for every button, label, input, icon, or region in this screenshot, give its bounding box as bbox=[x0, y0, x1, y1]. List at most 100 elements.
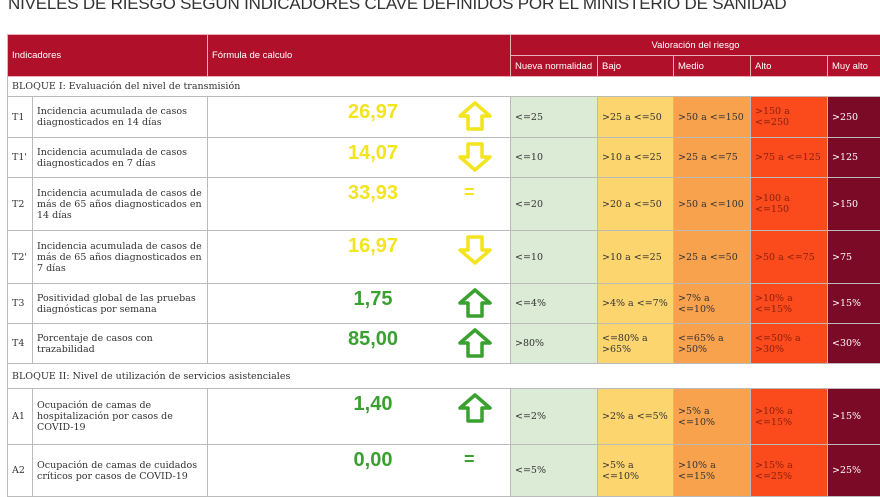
level-threshold: >20 a <=50 bbox=[598, 178, 674, 231]
level-threshold: <=4% bbox=[511, 284, 598, 324]
arrow-up-icon bbox=[458, 288, 492, 318]
level-threshold: >150 a <=250 bbox=[751, 97, 828, 138]
table-row: T3 Positividad global de las pruebas dia… bbox=[8, 284, 880, 324]
indicator-value: 1,75 bbox=[323, 288, 423, 311]
header-level: Nueva normalidad bbox=[511, 56, 598, 77]
level-threshold: <=80% a >65% bbox=[598, 324, 674, 364]
indicator-id: T2 bbox=[8, 178, 33, 231]
level-threshold: <=65% a >50% bbox=[674, 324, 751, 364]
level-threshold: >10% a <=15% bbox=[751, 284, 828, 324]
level-threshold: <=20 bbox=[511, 178, 598, 231]
level-threshold: <=10 bbox=[511, 231, 598, 284]
level-threshold: >10 a <=25 bbox=[598, 138, 674, 178]
level-threshold: <30% bbox=[828, 324, 880, 364]
level-threshold: >150 bbox=[828, 178, 880, 231]
header-indicadores: Indicadores bbox=[8, 35, 208, 77]
arrow-up-icon bbox=[458, 328, 492, 358]
level-threshold: <=5% bbox=[511, 445, 598, 497]
header-level: Muy alto bbox=[828, 56, 880, 77]
indicator-name: Porcentaje de casos con trazabilidad bbox=[33, 324, 208, 364]
table-row: T2' Incidencia acumulada de casos de más… bbox=[8, 231, 880, 284]
formula-cell: 26,97 bbox=[208, 97, 511, 138]
level-threshold: >10% a <=15% bbox=[674, 445, 751, 497]
indicator-value: 0,00 bbox=[323, 449, 423, 472]
formula-cell: 85,00 bbox=[208, 324, 511, 364]
block-title: BLOQUE I: Evaluación del nivel de transm… bbox=[8, 77, 880, 97]
level-threshold: >80% bbox=[511, 324, 598, 364]
block-title: BLOQUE II: Nivel de utilización de servi… bbox=[8, 364, 880, 389]
level-threshold: >2% a <=5% bbox=[598, 389, 674, 445]
arrow-up-icon bbox=[458, 101, 492, 131]
indicator-name: Incidencia acumulada de casos diagnostic… bbox=[33, 97, 208, 138]
level-threshold: >15% bbox=[828, 389, 880, 445]
level-threshold: <=2% bbox=[511, 389, 598, 445]
formula-cell: 14,07 bbox=[208, 138, 511, 178]
formula-cell: 0,00 = bbox=[208, 445, 511, 497]
header-formula: Fórmula de calculo bbox=[208, 35, 511, 77]
level-threshold: >10% a <=15% bbox=[751, 389, 828, 445]
formula-cell: 1,40 bbox=[208, 389, 511, 445]
level-threshold: <=50% a >30% bbox=[751, 324, 828, 364]
table-row: T1 Incidencia acumulada de casos diagnos… bbox=[8, 97, 880, 138]
table-row: A1 Ocupación de camas de hospitalización… bbox=[8, 389, 880, 445]
indicator-value: 33,93 bbox=[323, 182, 423, 205]
table-row: A2 Ocupación de camas de cuidados crític… bbox=[8, 445, 880, 497]
indicator-name: Ocupación de camas de cuidados críticos … bbox=[33, 445, 208, 497]
level-threshold: >5% a <=10% bbox=[598, 445, 674, 497]
level-threshold: <=25 bbox=[511, 97, 598, 138]
level-threshold: >25% bbox=[828, 445, 880, 497]
indicator-name: Incidencia acumulada de casos diagnostic… bbox=[33, 138, 208, 178]
indicator-id: T1 bbox=[8, 97, 33, 138]
table-row: T1' Incidencia acumulada de casos diagno… bbox=[8, 138, 880, 178]
arrow-up-icon bbox=[458, 393, 492, 423]
header-level: Medio bbox=[674, 56, 751, 77]
arrow-down-icon bbox=[458, 142, 492, 172]
level-threshold: >7% a <=10% bbox=[674, 284, 751, 324]
level-threshold: >75 bbox=[828, 231, 880, 284]
indicator-name: Ocupación de camas de hospitalización po… bbox=[33, 389, 208, 445]
formula-cell: 33,93 = bbox=[208, 178, 511, 231]
indicator-value: 26,97 bbox=[323, 101, 423, 124]
level-threshold: >25 a <=75 bbox=[674, 138, 751, 178]
arrow-down-icon bbox=[458, 235, 492, 265]
level-threshold: >75 a <=125 bbox=[751, 138, 828, 178]
level-threshold: >125 bbox=[828, 138, 880, 178]
table-row: T4 Porcentaje de casos con trazabilidad … bbox=[8, 324, 880, 364]
level-threshold: >15% bbox=[828, 284, 880, 324]
header-level: Bajo bbox=[598, 56, 674, 77]
risk-table: Indicadores Fórmula de calculo Valoració… bbox=[7, 34, 880, 497]
indicator-id: A2 bbox=[8, 445, 33, 497]
level-threshold: >100 a <=150 bbox=[751, 178, 828, 231]
formula-cell: 16,97 bbox=[208, 231, 511, 284]
level-threshold: >50 a <=100 bbox=[674, 178, 751, 231]
indicator-name: Incidencia acumulada de casos de más de … bbox=[33, 231, 208, 284]
equal-icon: = bbox=[464, 182, 475, 203]
formula-cell: 1,75 bbox=[208, 284, 511, 324]
level-threshold: >15% a <=25% bbox=[751, 445, 828, 497]
level-threshold: <=10 bbox=[511, 138, 598, 178]
level-threshold: >25 a <=50 bbox=[674, 231, 751, 284]
equal-icon: = bbox=[464, 449, 475, 470]
level-threshold: >250 bbox=[828, 97, 880, 138]
indicator-value: 14,07 bbox=[323, 142, 423, 165]
level-threshold: >50 a <=150 bbox=[674, 97, 751, 138]
header-level: Alto bbox=[751, 56, 828, 77]
indicator-id: T1' bbox=[8, 138, 33, 178]
level-threshold: >50 a <=75 bbox=[751, 231, 828, 284]
indicator-value: 1,40 bbox=[323, 393, 423, 416]
level-threshold: >10 a <=25 bbox=[598, 231, 674, 284]
indicator-name: Positividad global de las pruebas diagnó… bbox=[33, 284, 208, 324]
indicator-id: T3 bbox=[8, 284, 33, 324]
header-valoracion: Valoración del riesgo bbox=[511, 35, 880, 56]
indicator-value: 85,00 bbox=[323, 328, 423, 351]
indicator-id: T4 bbox=[8, 324, 33, 364]
indicator-value: 16,97 bbox=[323, 235, 423, 258]
table-row: T2 Incidencia acumulada de casos de más … bbox=[8, 178, 880, 231]
indicator-name: Incidencia acumulada de casos de más de … bbox=[33, 178, 208, 231]
level-threshold: >5% a <=10% bbox=[674, 389, 751, 445]
level-threshold: >4% a <=7% bbox=[598, 284, 674, 324]
level-threshold: >25 a <=50 bbox=[598, 97, 674, 138]
indicator-id: A1 bbox=[8, 389, 33, 445]
indicator-id: T2' bbox=[8, 231, 33, 284]
page-title: NIVELES DE RIESGO SEGÚN INDICADORES CLAV… bbox=[8, 0, 786, 14]
